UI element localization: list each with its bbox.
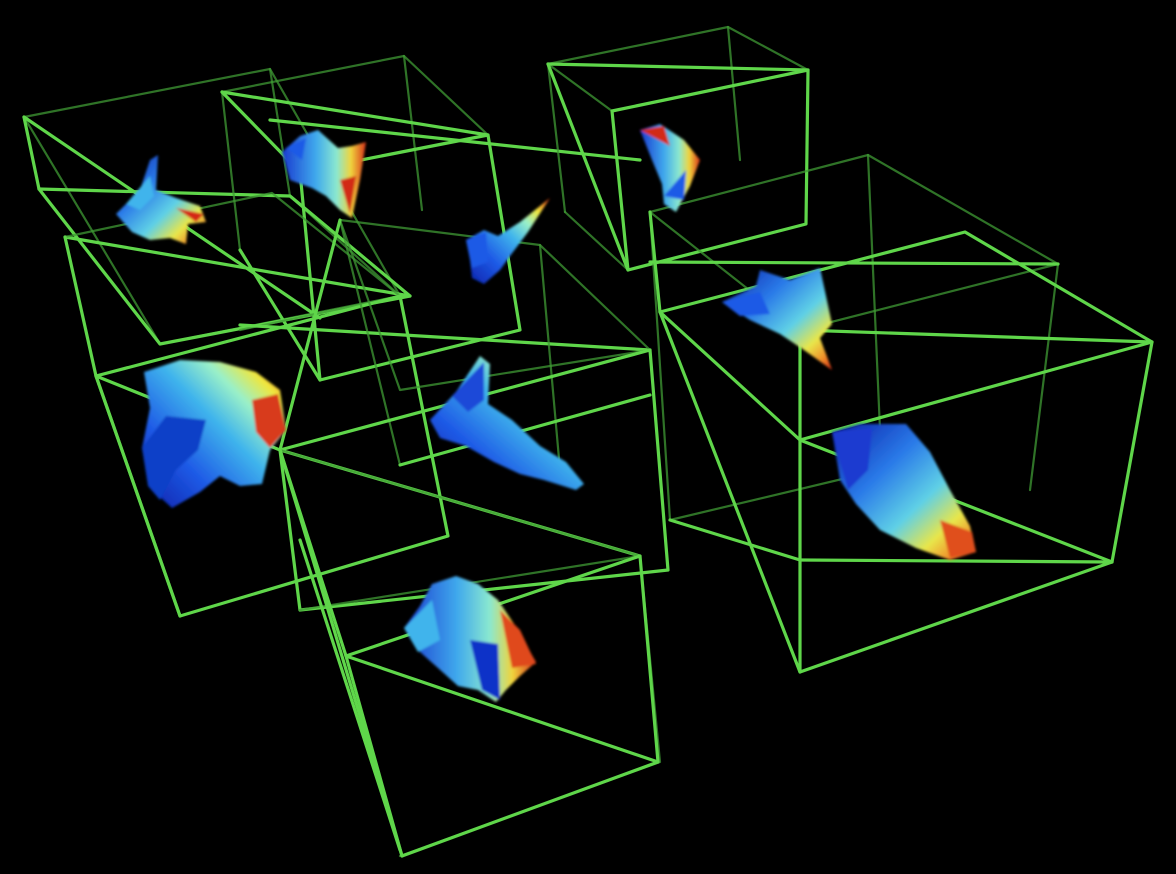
volume-blob-right-upper xyxy=(722,268,832,370)
volume-blob-right-lower xyxy=(832,424,976,560)
volume-blob-top-left xyxy=(116,155,206,244)
box-top-center xyxy=(220,54,642,382)
box-middle-left xyxy=(63,191,652,618)
box-right-large xyxy=(648,153,1154,674)
volume-blob-center-spike xyxy=(466,198,550,284)
volume-blob-top-center xyxy=(282,130,366,218)
volume-blob-middle-left xyxy=(142,360,286,508)
box-top-right xyxy=(546,25,810,272)
box-bottom-center xyxy=(278,448,662,858)
volume-blob-middle-center xyxy=(430,356,584,490)
volume-blob-top-right xyxy=(640,124,700,212)
volume-blob-bottom-center xyxy=(404,576,536,702)
